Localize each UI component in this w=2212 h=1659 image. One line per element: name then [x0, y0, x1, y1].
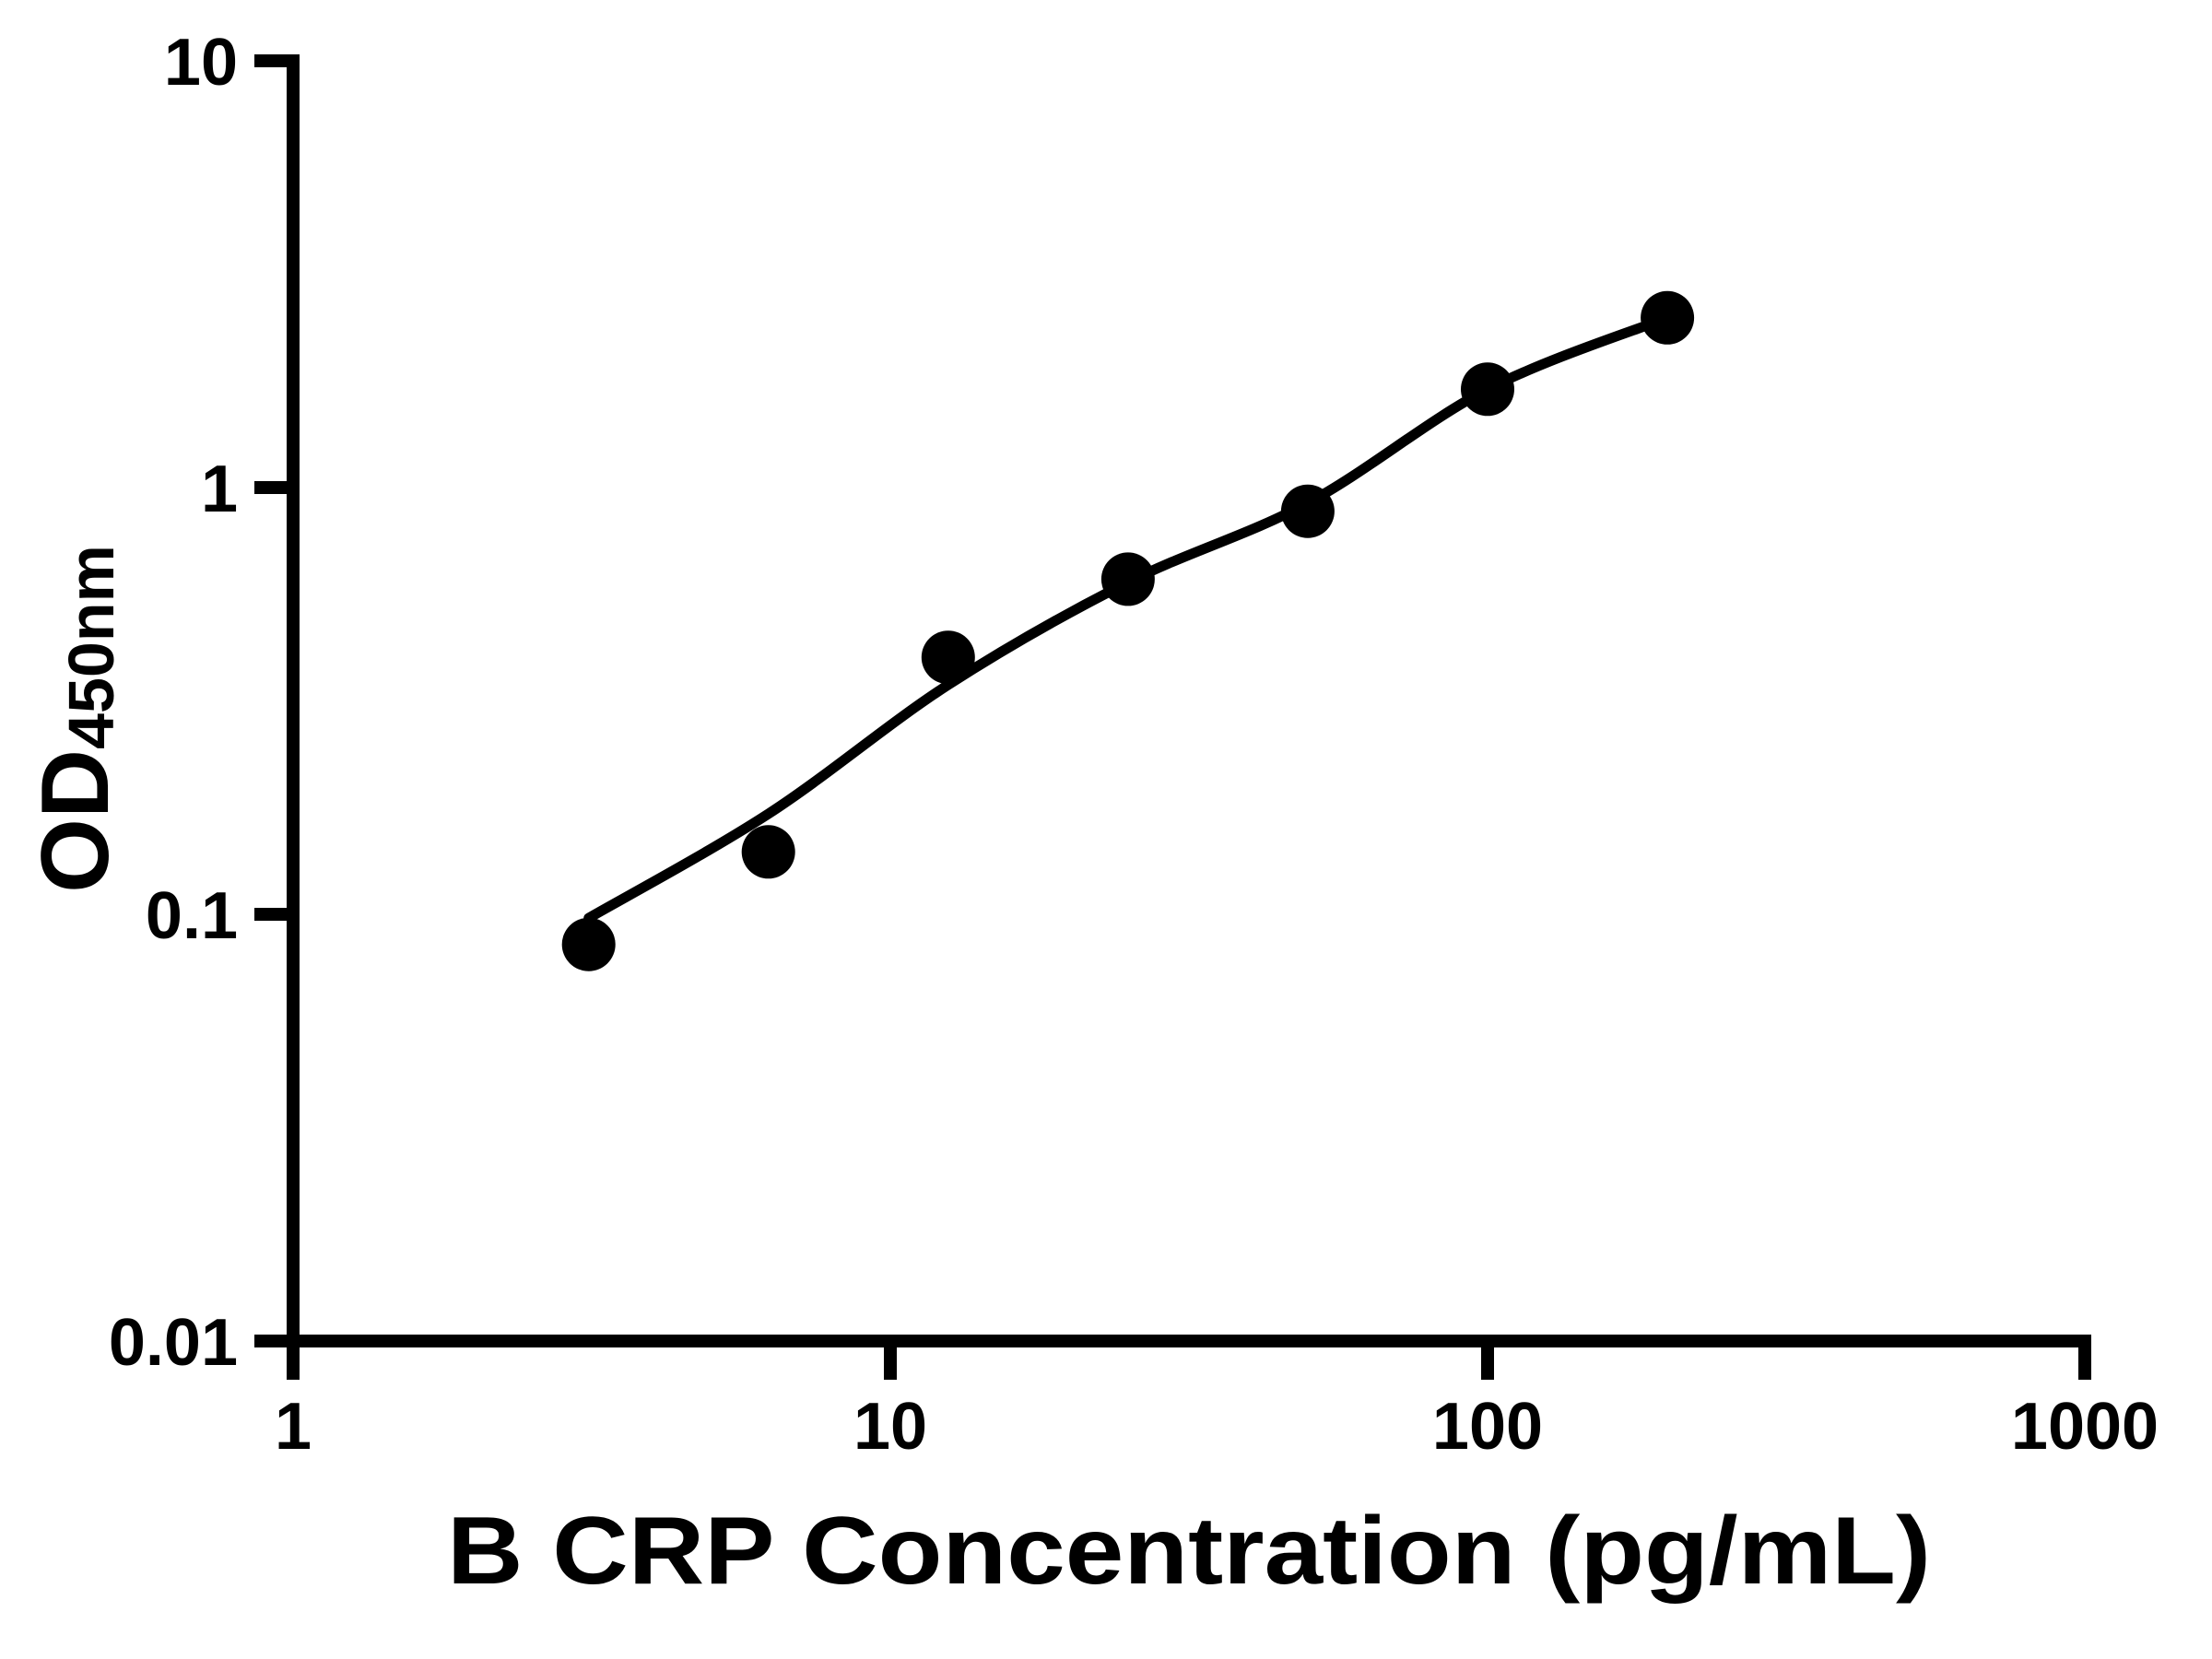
data-point — [1461, 362, 1514, 417]
axis-tick-labels: 1 10 100 1000 10 1 0.1 0.01 — [109, 26, 2159, 1464]
y-tick-label: 1 — [201, 453, 238, 526]
x-axis-title: B CRP Concentration (pg/mL) — [447, 1498, 1931, 1605]
data-point — [921, 630, 975, 685]
axis-ticks — [254, 54, 2091, 1380]
x-tick-label: 100 — [1432, 1390, 1543, 1464]
y-axis-title-sub: 450nm — [55, 545, 127, 749]
y-axis-title-main: OD — [22, 749, 129, 893]
x-tick-label: 10 — [853, 1390, 927, 1464]
y-axis-title: OD450nm — [22, 545, 129, 893]
axes — [255, 54, 2091, 1347]
x-tick-label: 1000 — [2011, 1390, 2159, 1464]
y-tick-label: 10 — [164, 26, 238, 100]
y-tick-label: 0.01 — [109, 1306, 238, 1380]
data-point — [1280, 484, 1335, 538]
data-point — [1641, 290, 1695, 345]
x-tick-label: 1 — [275, 1390, 312, 1464]
data-point-layer — [561, 290, 1695, 971]
y-tick-label: 0.1 — [146, 879, 238, 953]
data-point — [741, 825, 795, 879]
data-point — [561, 917, 616, 971]
data-point — [1100, 552, 1155, 606]
